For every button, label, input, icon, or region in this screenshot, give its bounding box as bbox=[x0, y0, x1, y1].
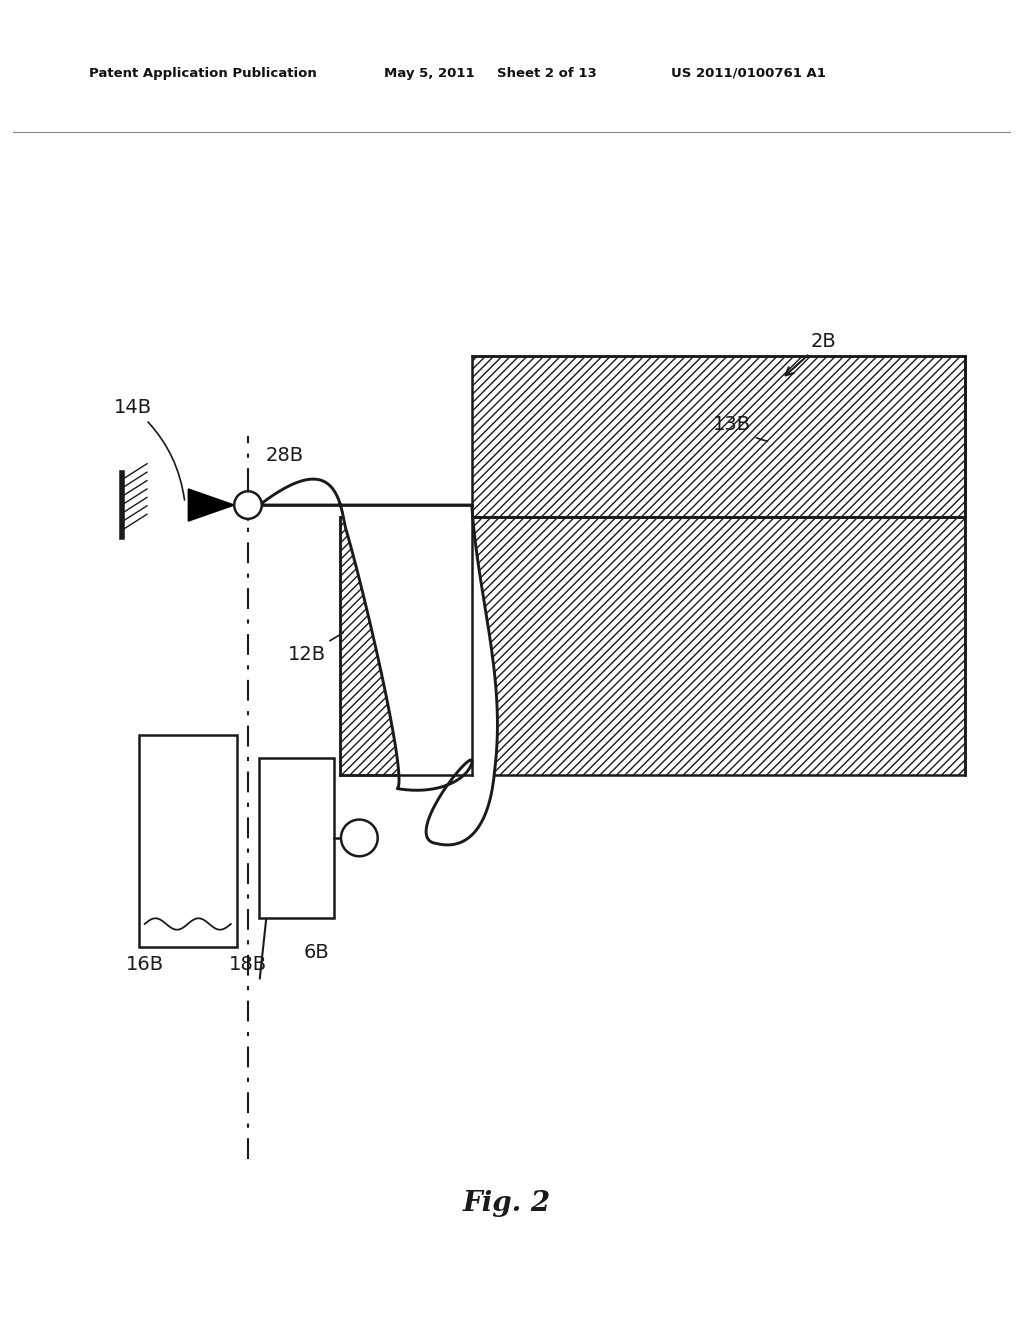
Text: 28B: 28B bbox=[265, 446, 303, 466]
Text: Sheet 2 of 13: Sheet 2 of 13 bbox=[497, 66, 596, 79]
Bar bbox=[340, 516, 472, 775]
Text: 14B: 14B bbox=[114, 399, 184, 500]
Bar bbox=[259, 758, 334, 919]
Circle shape bbox=[234, 491, 262, 519]
Circle shape bbox=[341, 820, 378, 857]
Text: Patent Application Publication: Patent Application Publication bbox=[89, 66, 316, 79]
Bar bbox=[139, 735, 237, 946]
Text: 13B: 13B bbox=[713, 416, 768, 441]
Bar bbox=[472, 356, 966, 516]
Text: 6B: 6B bbox=[304, 944, 330, 962]
Text: 12B: 12B bbox=[288, 632, 343, 664]
Text: US 2011/0100761 A1: US 2011/0100761 A1 bbox=[671, 66, 825, 79]
Polygon shape bbox=[259, 479, 498, 845]
Text: May 5, 2011: May 5, 2011 bbox=[384, 66, 475, 79]
Polygon shape bbox=[188, 488, 234, 521]
Text: 18B: 18B bbox=[229, 954, 267, 974]
Text: 16B: 16B bbox=[126, 954, 164, 974]
Bar bbox=[472, 516, 966, 775]
Text: 2B: 2B bbox=[785, 331, 837, 375]
Text: Fig. 2: Fig. 2 bbox=[462, 1189, 550, 1217]
